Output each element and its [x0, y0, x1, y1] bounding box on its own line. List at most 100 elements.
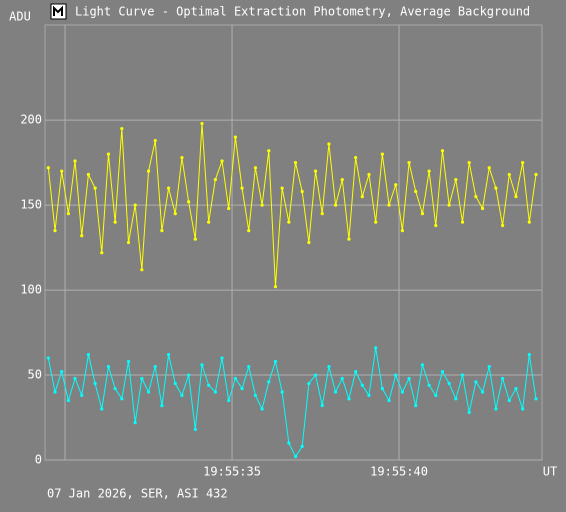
data-point [480, 390, 485, 394]
data-point [467, 410, 471, 415]
data-point [500, 223, 505, 228]
data-point [253, 166, 258, 170]
data-point [460, 373, 465, 377]
data-point [527, 220, 531, 224]
data-point [454, 178, 458, 182]
data-point [120, 397, 124, 401]
data-point [247, 229, 251, 233]
data-point [521, 407, 525, 411]
data-point [480, 206, 485, 211]
data-point [80, 234, 84, 238]
data-point [380, 152, 384, 156]
data-point [160, 229, 164, 233]
data-point [193, 427, 197, 432]
data-point [407, 376, 411, 381]
data-point [253, 393, 258, 398]
footer: 07 Jan 2026, SER, ASI 432 [47, 487, 228, 501]
data-point [293, 161, 298, 165]
data-point [260, 407, 264, 411]
data-point [113, 220, 117, 224]
data-point [200, 121, 204, 126]
data-point [320, 212, 324, 216]
y-tick-label: 100 [20, 283, 42, 297]
data-point [414, 189, 418, 194]
data-point [514, 195, 518, 199]
series-line [47, 123, 537, 287]
data-point [240, 387, 244, 391]
data-point [521, 161, 525, 165]
data-point [454, 397, 458, 401]
data-point [440, 149, 445, 153]
y-tick-label: 150 [20, 198, 42, 212]
data-point [106, 152, 111, 156]
data-point [46, 356, 50, 360]
data-point [247, 364, 251, 369]
data-point [273, 285, 278, 289]
data-point [53, 390, 57, 394]
data-point [360, 195, 364, 199]
data-point [133, 421, 137, 425]
data-point [374, 220, 378, 224]
data-point [487, 364, 491, 369]
data-point [527, 353, 531, 357]
data-point [66, 212, 70, 216]
data-point [474, 195, 478, 199]
data-point [187, 200, 191, 204]
x-tick-label: 19:55:40 [370, 465, 428, 479]
data-point [267, 149, 271, 153]
data-point [307, 240, 311, 245]
data-point [153, 364, 157, 369]
data-point [240, 186, 244, 190]
data-point [354, 370, 358, 374]
data-point [166, 353, 171, 357]
data-point [534, 172, 538, 177]
data-point [347, 237, 351, 241]
data-point [146, 390, 151, 394]
data-point [333, 390, 338, 394]
data-point [260, 203, 264, 207]
data-point [267, 380, 271, 384]
data-point [100, 251, 104, 255]
data-point [106, 364, 111, 369]
data-point [100, 407, 104, 411]
data-point [233, 376, 237, 381]
data-point [207, 220, 211, 224]
data-point [173, 212, 177, 216]
data-point [93, 381, 97, 386]
data-point [367, 172, 371, 177]
data-point [367, 393, 371, 398]
data-point [187, 373, 191, 377]
data-point [86, 353, 91, 357]
data-point [126, 240, 131, 245]
data-point [507, 172, 511, 177]
data-point [300, 444, 304, 449]
data-point [494, 186, 498, 190]
data-point [213, 390, 217, 394]
data-point [180, 393, 184, 398]
data-point [500, 376, 505, 381]
data-point [273, 359, 278, 364]
data-point [60, 370, 64, 374]
data-point [347, 397, 351, 401]
data-point [414, 404, 418, 408]
data-point [354, 155, 358, 160]
data-point [126, 359, 131, 364]
data-point [534, 397, 538, 401]
data-point [227, 206, 231, 211]
data-point [320, 404, 324, 408]
y-axis-label: ADU [9, 10, 31, 24]
data-point [220, 159, 224, 163]
data-point [280, 390, 284, 394]
data-point [307, 381, 311, 386]
data-point [140, 268, 144, 272]
data-point [374, 346, 378, 350]
data-point [86, 172, 91, 177]
data-point [133, 203, 137, 207]
y-tick-label: 50 [28, 368, 42, 382]
data-point [434, 393, 438, 398]
data-point [113, 387, 117, 391]
y-tick-label: 0 [35, 453, 42, 467]
data-point [474, 380, 478, 384]
